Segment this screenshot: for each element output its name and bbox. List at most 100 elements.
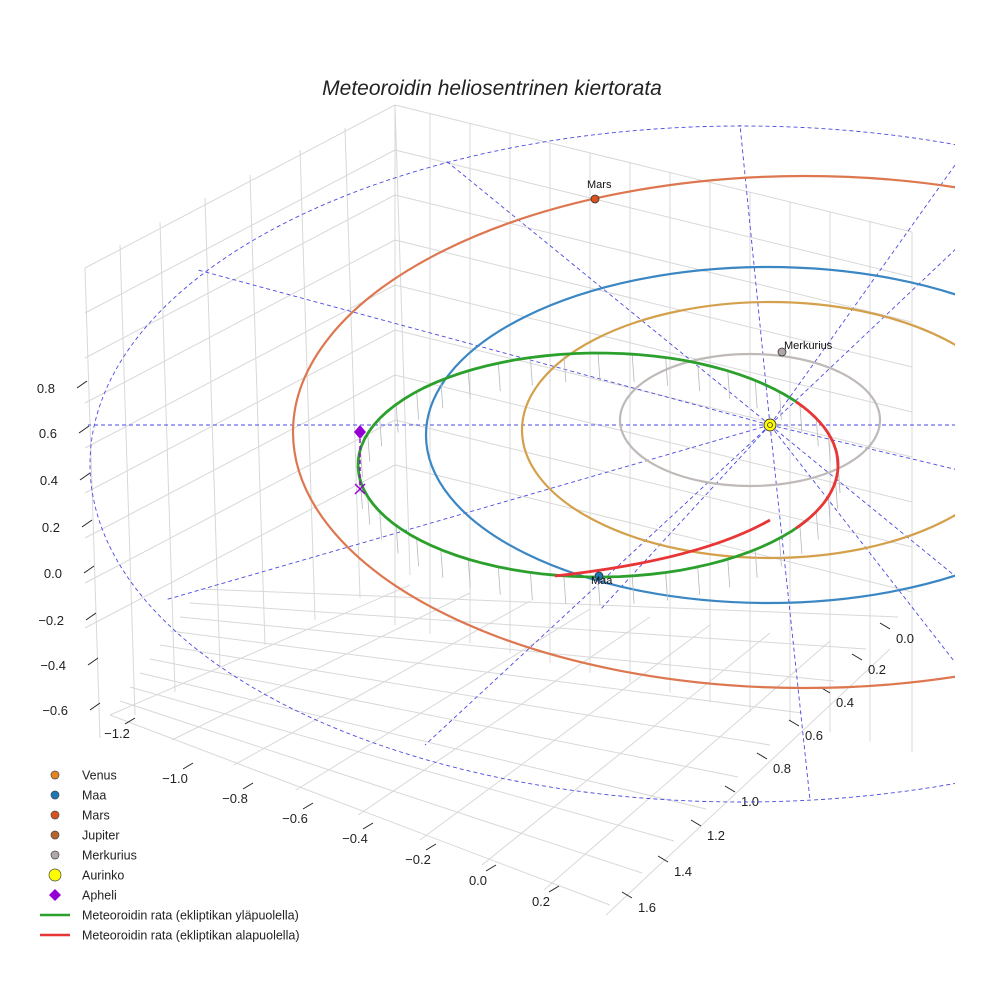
legend-label: Meteoroidin rata (ekliptikan yläpuolella… — [82, 909, 299, 923]
grid-line — [394, 419, 913, 548]
drop-line — [778, 538, 782, 567]
drop-line — [467, 559, 471, 588]
legend-circle-marker — [50, 850, 60, 860]
z-tick-label: −0.4 — [40, 658, 66, 673]
drop-line — [815, 511, 819, 540]
drop-line — [395, 404, 399, 433]
grid-line — [344, 127, 361, 599]
orbit-layer — [88, 124, 955, 803]
drop-line — [665, 357, 669, 386]
drop-line — [497, 566, 501, 595]
grid-line — [171, 592, 471, 741]
drop-line — [529, 572, 533, 601]
grid-line — [109, 584, 411, 716]
reference-line — [739, 124, 771, 426]
merkurius-point — [777, 347, 787, 357]
grid-line — [84, 419, 396, 584]
reference-line — [769, 424, 955, 577]
drop-line — [697, 363, 701, 392]
y-tick-mark — [690, 819, 702, 827]
legend-label: Apheli — [82, 889, 117, 903]
grid-line — [249, 174, 266, 646]
mars-label: Mars — [587, 179, 612, 191]
reference-line — [769, 249, 955, 426]
grid-line — [109, 714, 611, 906]
legend-item: Maa — [50, 789, 106, 803]
grid-line — [139, 672, 707, 810]
x-tick-mark — [548, 885, 560, 893]
grid-line — [199, 588, 899, 618]
x-tick-label: −0.6 — [282, 811, 308, 826]
z-tick-label: 0.4 — [40, 473, 58, 488]
legend-label: Aurinko — [82, 869, 124, 883]
grid-line — [149, 658, 739, 778]
grid-line — [394, 194, 913, 323]
z-tick-mark — [76, 380, 88, 389]
legend-item: Merkurius — [50, 849, 137, 863]
meteoroid-orbit-below-lower — [554, 518, 771, 578]
maa-point — [594, 571, 604, 581]
y-tick-label: 0.4 — [836, 695, 854, 710]
legend-item: Venus — [50, 769, 117, 783]
drop-line — [367, 496, 371, 525]
drop-line — [827, 496, 831, 525]
drop-line — [563, 575, 567, 604]
z-tick-mark — [89, 702, 101, 711]
mars-orbit — [292, 174, 955, 690]
z-tick-label: 0.2 — [42, 520, 60, 535]
grid-line — [84, 239, 396, 404]
drop-line — [360, 449, 363, 478]
tick-layer: 0.8 0.6 0.4 0.2 0.0 −0.2 −0.4 −0.6 −1.2 −1.0 −0.8 −… — [37, 380, 914, 915]
drop-line — [416, 391, 420, 420]
grid-line — [605, 648, 891, 916]
legend-label: Merkurius — [82, 849, 137, 863]
y-tick-label: 1.6 — [638, 900, 656, 915]
drop-line — [597, 576, 601, 606]
mark-layer: Mars Merkurius Maa — [354, 179, 833, 587]
drop-line — [665, 572, 669, 601]
x-tick-mark — [182, 762, 194, 770]
grid-line — [84, 267, 101, 739]
z-tick-mark — [79, 472, 91, 481]
grid-line — [299, 149, 316, 621]
z-tick-mark — [85, 612, 97, 621]
legend-item: Meteoroidin rata (ekliptikan yläpuolella… — [40, 909, 299, 923]
drop-line — [497, 363, 501, 392]
legend-label: Venus — [82, 769, 117, 783]
x-tick-mark — [302, 802, 314, 810]
grid-line — [119, 700, 643, 874]
grid-line — [84, 284, 396, 449]
legend-item: Aurinko — [48, 869, 124, 883]
drop-line — [379, 511, 383, 540]
legend-item: Meteoroidin rata (ekliptikan alapuolella… — [40, 929, 299, 943]
z-tick-label: 0.0 — [44, 566, 62, 581]
y-tick-label: 0.2 — [868, 662, 886, 677]
y-tick-mark — [851, 653, 863, 661]
drop-line — [563, 354, 567, 383]
grid-line — [84, 329, 396, 494]
meteoroid-orbit-below — [795, 400, 840, 530]
x-tick-mark — [425, 843, 437, 851]
grid-line — [169, 630, 803, 714]
grid-line — [84, 194, 396, 359]
grid-line — [295, 608, 591, 791]
grid-line — [394, 374, 913, 503]
grid-line — [394, 149, 913, 278]
x-tick-label: −0.8 — [222, 791, 248, 806]
grid-line — [394, 104, 913, 233]
x-tick-label: −0.4 — [342, 831, 368, 846]
y-tick-label: 1.2 — [707, 828, 725, 843]
z-tick-label: 0.6 — [39, 426, 57, 441]
x-tick-label: −1.2 — [104, 726, 130, 741]
grid-line — [129, 686, 675, 842]
x-tick-label: 0.2 — [532, 894, 550, 909]
aurinko-point — [763, 418, 777, 432]
drop-line — [727, 370, 731, 399]
y-tick-label: 1.0 — [741, 794, 759, 809]
legend-item: Jupiter — [50, 829, 120, 843]
drop-line — [631, 575, 635, 604]
y-tick-mark — [724, 785, 736, 793]
drop-line — [367, 433, 371, 462]
z-tick-label: −0.6 — [42, 703, 68, 718]
grid-line — [159, 221, 176, 693]
